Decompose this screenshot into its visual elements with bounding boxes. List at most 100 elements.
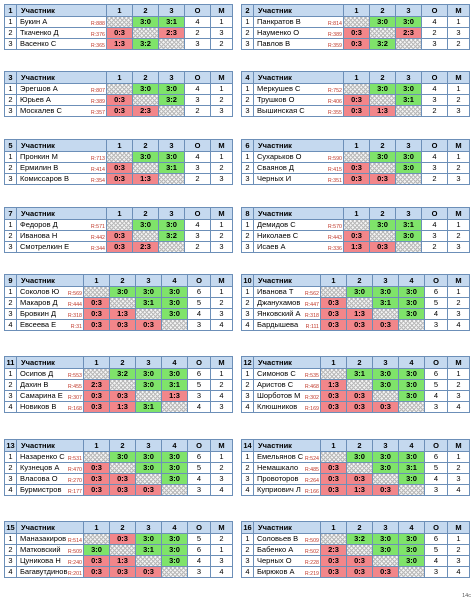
player-name[interactable]: Немашкало bbox=[257, 463, 299, 473]
player-name[interactable]: Букин А bbox=[20, 17, 48, 27]
player-name[interactable]: Евсеева Е bbox=[20, 320, 57, 330]
player-name[interactable]: Ткаченко Д bbox=[20, 28, 59, 38]
player-cell[interactable]: Трушков О R:406 bbox=[253, 94, 344, 106]
player-name[interactable]: Дахин В bbox=[20, 380, 49, 390]
player-name[interactable]: Джанухамов bbox=[257, 298, 301, 308]
player-name[interactable]: Бурмистров bbox=[20, 485, 62, 495]
player-cell[interactable]: Самарина Е R:307 bbox=[16, 390, 84, 402]
player-cell[interactable]: Смотрелкин Е R:344 bbox=[16, 241, 107, 253]
player-cell[interactable]: Пронкин М R:713 bbox=[16, 151, 107, 163]
player-cell[interactable]: Букин А R:888 bbox=[16, 16, 107, 28]
player-cell[interactable]: Черных И R:351 bbox=[253, 173, 344, 185]
player-name[interactable]: Симонов С bbox=[257, 369, 296, 379]
player-name[interactable]: Комиссаров В bbox=[20, 174, 69, 184]
player-name[interactable]: Васенко С bbox=[20, 39, 57, 49]
player-name[interactable]: Куприович Л bbox=[257, 485, 301, 495]
player-cell[interactable]: Федоров Д R:571 bbox=[16, 219, 107, 231]
player-name[interactable]: Эрегшов А bbox=[20, 84, 58, 94]
player-name[interactable]: Черных О bbox=[257, 556, 292, 566]
player-cell[interactable]: Соловьев В R:509 bbox=[253, 533, 321, 545]
player-name[interactable]: Федоров Д bbox=[20, 220, 58, 230]
player-cell[interactable]: Ермилин В R:414 bbox=[16, 162, 107, 174]
player-name[interactable]: Трушков О bbox=[257, 95, 295, 105]
player-cell[interactable]: Бабенко А R:502 bbox=[253, 544, 321, 556]
player-cell[interactable]: Клюшников R:169 bbox=[253, 401, 321, 413]
player-name[interactable]: Смотрелкин Е bbox=[20, 242, 70, 252]
player-cell[interactable]: Осипов Д R:553 bbox=[16, 368, 84, 380]
player-cell[interactable]: Симонов С R:535 bbox=[253, 368, 321, 380]
player-cell[interactable]: Шорботов М R:302 bbox=[253, 390, 321, 402]
player-name[interactable]: Иванова Н bbox=[20, 231, 58, 241]
player-name[interactable]: Меркушев С bbox=[257, 84, 301, 94]
player-cell[interactable]: Вышинская С R:355 bbox=[253, 105, 344, 117]
player-name[interactable]: Новиков В bbox=[20, 402, 57, 412]
player-cell[interactable]: Джанухамов R:447 bbox=[253, 297, 321, 309]
player-name[interactable]: Цуникова Н bbox=[20, 556, 61, 566]
player-cell[interactable]: Куприович Л R:166 bbox=[253, 484, 321, 496]
player-name[interactable]: Исаев А bbox=[257, 242, 286, 252]
player-name[interactable]: Науменко О bbox=[257, 28, 300, 38]
player-name[interactable]: Власова О bbox=[20, 474, 58, 484]
player-cell[interactable]: Панкратов В R:814 bbox=[253, 16, 344, 28]
player-cell[interactable]: Николаев С R:443 bbox=[253, 230, 344, 242]
player-cell[interactable]: Иванова Н R:442 bbox=[16, 230, 107, 242]
player-cell[interactable]: Бирюков А R:219 bbox=[253, 566, 321, 578]
player-name[interactable]: Матковский bbox=[20, 545, 61, 555]
player-cell[interactable]: Иванова Т R:562 bbox=[253, 286, 321, 298]
player-cell[interactable]: Эрегшов А R:807 bbox=[16, 83, 107, 95]
player-name[interactable]: Демидов С bbox=[257, 220, 296, 230]
player-name[interactable]: Шорботов М bbox=[257, 391, 301, 401]
player-cell[interactable]: Васенко С R:365 bbox=[16, 38, 107, 50]
player-name[interactable]: Соколов Ю bbox=[20, 287, 60, 297]
player-name[interactable]: Назаренко С bbox=[20, 452, 65, 462]
player-cell[interactable]: Кузнецов А R:470 bbox=[16, 462, 84, 474]
player-cell[interactable]: Маназакиров R:514 bbox=[16, 533, 84, 545]
player-name[interactable]: Юрьев А bbox=[20, 95, 51, 105]
player-cell[interactable]: Науменко О R:389 bbox=[253, 27, 344, 39]
player-cell[interactable]: Комиссаров В R:354 bbox=[16, 173, 107, 185]
player-cell[interactable]: Исаев А R:336 bbox=[253, 241, 344, 253]
player-name[interactable]: Кузнецов А bbox=[20, 463, 60, 473]
player-name[interactable]: Москалев С bbox=[20, 106, 62, 116]
player-name[interactable]: Емельянов С bbox=[257, 452, 304, 462]
player-cell[interactable]: Юрьев А R:389 bbox=[16, 94, 107, 106]
player-cell[interactable]: Ткаченко Д R:376 bbox=[16, 27, 107, 39]
player-name[interactable]: Самарина Е bbox=[20, 391, 63, 401]
player-name[interactable]: Павлов В bbox=[257, 39, 291, 49]
player-name[interactable]: Черных И bbox=[257, 174, 292, 184]
player-name[interactable]: Николаев С bbox=[257, 231, 299, 241]
player-name[interactable]: Маназакиров bbox=[20, 534, 67, 544]
player-name[interactable]: Соловьев В bbox=[257, 534, 299, 544]
player-cell[interactable]: Назаренко С R:531 bbox=[16, 451, 84, 463]
player-cell[interactable]: Матковский R:509 bbox=[16, 544, 84, 556]
player-name[interactable]: Бровкин Д bbox=[20, 309, 57, 319]
player-cell[interactable]: Демидов С R:570 bbox=[253, 219, 344, 231]
player-name[interactable]: Бирюков А bbox=[257, 567, 295, 577]
player-name[interactable]: Вышинская С bbox=[257, 106, 305, 116]
player-name[interactable]: Багавутдинов bbox=[20, 567, 68, 577]
player-cell[interactable]: Бурмистров R:177 bbox=[16, 484, 84, 496]
player-cell[interactable]: Сваянов Д R:415 bbox=[253, 162, 344, 174]
player-name[interactable]: Бабенко А bbox=[257, 545, 294, 555]
player-name[interactable]: Осипов Д bbox=[20, 369, 54, 379]
player-name[interactable]: Панкратов В bbox=[257, 17, 301, 27]
player-cell[interactable]: Емельянов С R:524 bbox=[253, 451, 321, 463]
player-cell[interactable]: Сухарьков О R:590 bbox=[253, 151, 344, 163]
player-cell[interactable]: Дахин В R:455 bbox=[16, 379, 84, 391]
player-name[interactable]: Янковский А bbox=[257, 309, 301, 319]
player-cell[interactable]: Павлов В R:359 bbox=[253, 38, 344, 50]
player-name[interactable]: Макаров Д bbox=[20, 298, 58, 308]
player-cell[interactable]: Багавутдинов R:201 bbox=[16, 566, 84, 578]
player-name[interactable]: Клюшников bbox=[257, 402, 298, 412]
player-cell[interactable]: Провоторов R:264 bbox=[253, 473, 321, 485]
player-name[interactable]: Ермилин В bbox=[20, 163, 59, 173]
player-cell[interactable]: Меркушев С R:752 bbox=[253, 83, 344, 95]
player-cell[interactable]: Власова О R:270 bbox=[16, 473, 84, 485]
player-cell[interactable]: Бардышева R:111 bbox=[253, 319, 321, 331]
player-name[interactable]: Сваянов Д bbox=[257, 163, 295, 173]
player-cell[interactable]: Макаров Д R:444 bbox=[16, 297, 84, 309]
player-name[interactable]: Аристов С bbox=[257, 380, 294, 390]
player-cell[interactable]: Черных О R:228 bbox=[253, 555, 321, 567]
player-name[interactable]: Бардышева bbox=[257, 320, 299, 330]
player-cell[interactable]: Новиков В R:168 bbox=[16, 401, 84, 413]
